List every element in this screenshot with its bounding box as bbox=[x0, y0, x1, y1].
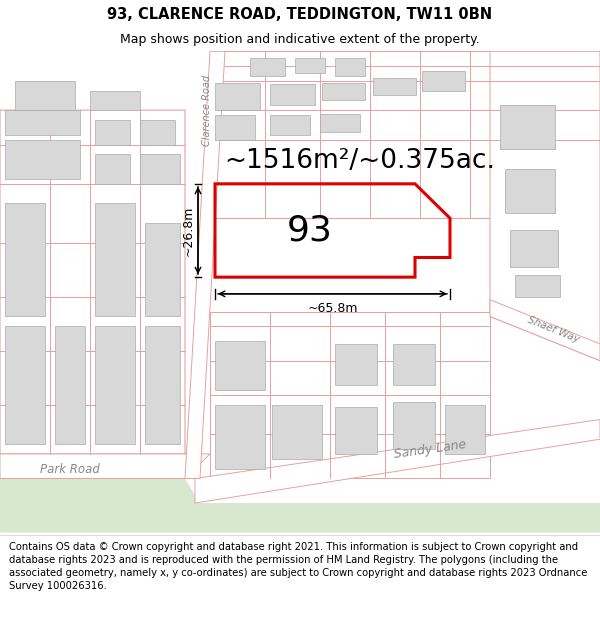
Polygon shape bbox=[0, 454, 210, 479]
Bar bbox=[215, 341, 265, 390]
Bar bbox=[373, 78, 416, 96]
Text: ~1516m²/~0.375ac.: ~1516m²/~0.375ac. bbox=[224, 148, 496, 174]
Bar bbox=[422, 71, 465, 91]
Bar bbox=[215, 405, 265, 469]
Text: Contains OS data © Crown copyright and database right 2021. This information is : Contains OS data © Crown copyright and d… bbox=[9, 542, 587, 591]
Bar bbox=[500, 105, 555, 149]
Text: Clarence Road: Clarence Road bbox=[202, 74, 212, 146]
Polygon shape bbox=[210, 311, 490, 479]
Bar bbox=[15, 81, 75, 110]
Text: ~26.8m: ~26.8m bbox=[182, 205, 194, 256]
Bar bbox=[335, 407, 377, 454]
Bar bbox=[270, 84, 315, 105]
Bar bbox=[250, 58, 285, 76]
Bar bbox=[5, 204, 45, 316]
Bar bbox=[322, 82, 365, 101]
Polygon shape bbox=[210, 51, 600, 316]
Bar bbox=[145, 223, 180, 316]
Bar bbox=[95, 154, 130, 184]
Polygon shape bbox=[490, 51, 600, 361]
Text: 93, CLARENCE ROAD, TEDDINGTON, TW11 0BN: 93, CLARENCE ROAD, TEDDINGTON, TW11 0BN bbox=[107, 7, 493, 22]
Bar bbox=[320, 114, 360, 132]
Bar bbox=[270, 115, 310, 135]
Text: Park Road: Park Road bbox=[40, 463, 100, 476]
Bar bbox=[335, 344, 377, 385]
Text: ~65.8m: ~65.8m bbox=[307, 302, 358, 315]
Bar bbox=[515, 275, 560, 297]
Text: Shaef Way: Shaef Way bbox=[526, 314, 580, 344]
Text: 93: 93 bbox=[287, 214, 333, 248]
Bar bbox=[505, 169, 555, 213]
Polygon shape bbox=[195, 419, 600, 503]
Polygon shape bbox=[490, 300, 600, 361]
Polygon shape bbox=[185, 51, 225, 479]
Bar bbox=[5, 110, 80, 135]
Bar bbox=[393, 402, 435, 449]
Bar bbox=[272, 405, 322, 459]
Bar bbox=[95, 326, 135, 444]
Bar bbox=[215, 82, 260, 110]
Text: Map shows position and indicative extent of the property.: Map shows position and indicative extent… bbox=[120, 34, 480, 46]
Bar bbox=[95, 120, 130, 144]
Bar bbox=[510, 230, 558, 268]
Bar bbox=[5, 139, 80, 179]
Bar bbox=[393, 344, 435, 385]
Bar bbox=[335, 58, 365, 76]
Bar bbox=[215, 115, 255, 139]
Bar bbox=[90, 91, 140, 110]
Polygon shape bbox=[0, 479, 600, 532]
Bar bbox=[55, 326, 85, 444]
Bar bbox=[140, 120, 175, 144]
Bar bbox=[140, 154, 180, 184]
Bar bbox=[445, 405, 485, 454]
Bar bbox=[95, 204, 135, 316]
Bar bbox=[295, 58, 325, 73]
Polygon shape bbox=[0, 110, 200, 479]
Text: Sandy Lane: Sandy Lane bbox=[393, 438, 467, 461]
Bar bbox=[5, 326, 45, 444]
Bar bbox=[145, 326, 180, 444]
